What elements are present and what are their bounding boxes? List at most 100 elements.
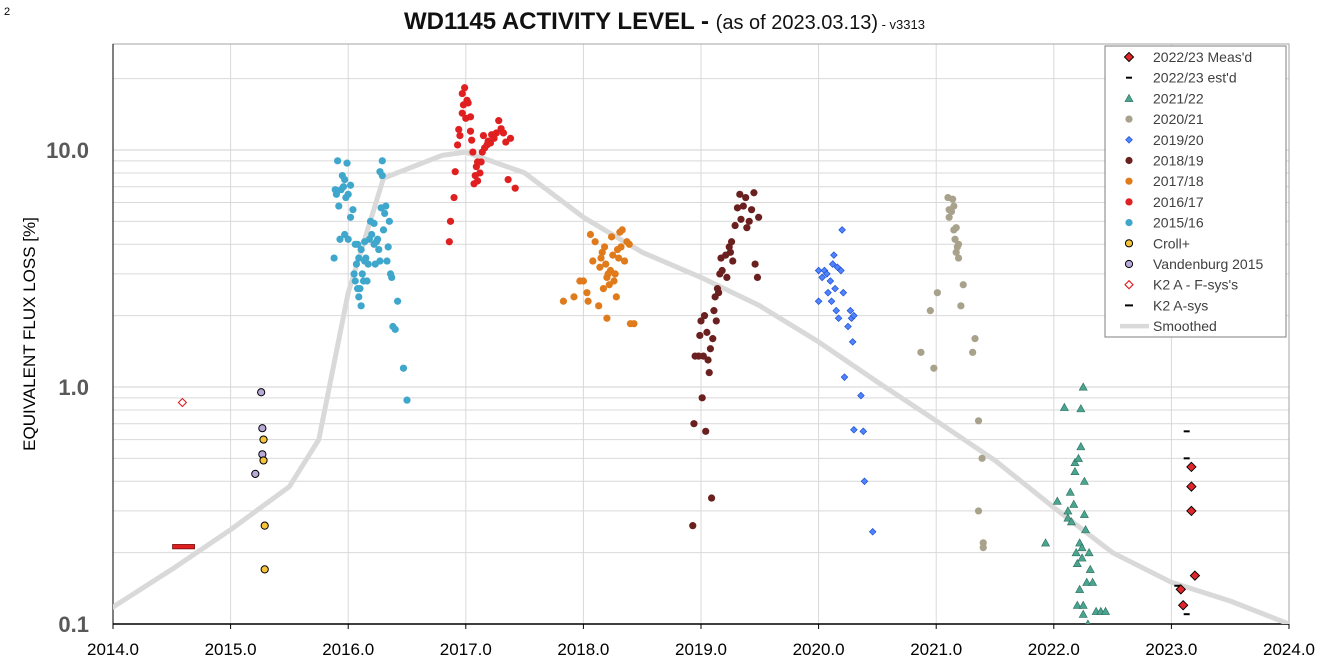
data-point — [351, 277, 359, 285]
data-point — [177, 397, 188, 408]
data-point — [814, 266, 823, 275]
data-point — [612, 293, 620, 301]
data-point — [466, 127, 475, 135]
data-point — [826, 277, 835, 285]
chart-title-main: WD1145 ACTIVITY LEVEL — [404, 8, 695, 35]
x-tick-label: 2024.0 — [1263, 640, 1315, 659]
x-tick-label: 2020.0 — [793, 640, 845, 659]
data-point — [617, 243, 625, 251]
data-point — [591, 238, 599, 246]
data-point — [579, 277, 588, 285]
data-point — [468, 136, 476, 144]
data-point — [755, 213, 763, 221]
data-point — [490, 134, 498, 142]
legend-swatch — [1125, 156, 1133, 165]
legend-label: 2021/22 — [1153, 90, 1204, 106]
data-point — [974, 417, 983, 425]
data-point — [1070, 466, 1080, 475]
data-point — [700, 312, 709, 320]
data-point — [1085, 619, 1091, 624]
data-point — [814, 297, 823, 306]
data-point — [1189, 570, 1201, 581]
x-tick-label: 2015.0 — [205, 640, 257, 659]
legend-swatch — [1125, 115, 1133, 123]
x-tick-label: 2016.0 — [322, 640, 374, 659]
legend-label: Croll+ — [1153, 235, 1190, 251]
data-point — [336, 235, 344, 243]
y-tick-label: 1.0 — [58, 375, 89, 400]
legend-swatch — [1125, 219, 1133, 227]
x-tick-label: 2014.0 — [87, 640, 139, 659]
data-point — [832, 306, 841, 315]
x-tick-label: 2023.0 — [1145, 640, 1197, 659]
data-point — [586, 230, 595, 239]
legend-label: Vandenburg 2015 — [1153, 256, 1263, 272]
legend-label: 2017/18 — [1153, 173, 1204, 189]
legend-label: 2019/20 — [1153, 132, 1204, 148]
series-7 — [445, 84, 519, 246]
data-point — [715, 289, 723, 297]
data-point — [743, 224, 751, 232]
y-axis-label: EQUIVALENT FLUX LOSS [%] — [20, 217, 39, 451]
data-point — [1078, 600, 1088, 609]
data-point — [363, 277, 371, 285]
data-point — [477, 158, 485, 166]
data-point — [399, 364, 408, 372]
x-tick-labels: 2014.0 2015.0 2016.0 2017.0 2018.0 2019.0 2020… — [87, 624, 1315, 659]
series-12 — [172, 544, 195, 550]
data-point — [742, 193, 750, 202]
data-point — [1088, 577, 1098, 586]
page-marker: 2 — [4, 6, 11, 18]
data-point — [1186, 481, 1197, 492]
data-point — [1076, 404, 1086, 413]
data-point — [492, 129, 500, 137]
data-point — [446, 217, 455, 225]
data-point — [357, 245, 365, 254]
data-point — [456, 131, 464, 140]
legend-swatch — [1125, 136, 1133, 144]
data-point — [559, 297, 568, 305]
data-point — [837, 266, 845, 275]
data-point — [736, 190, 744, 198]
data-point — [589, 257, 597, 265]
data-point — [1078, 382, 1088, 391]
data-point — [260, 521, 269, 530]
series-4 — [814, 226, 877, 536]
data-point — [352, 260, 361, 268]
data-point — [1082, 577, 1092, 586]
data-point — [733, 204, 742, 212]
data-point — [1052, 496, 1062, 505]
data-point — [1186, 505, 1197, 517]
x-tick-label: 2021.0 — [910, 640, 962, 659]
data-point — [1077, 543, 1087, 552]
data-point — [747, 206, 756, 214]
data-point — [696, 331, 704, 340]
legend-swatch — [1124, 93, 1134, 102]
data-point — [466, 113, 475, 121]
data-point — [450, 193, 458, 202]
data-point — [737, 215, 745, 223]
data-point — [260, 565, 269, 574]
data-point — [597, 254, 605, 262]
data-point — [1063, 513, 1073, 522]
data-point — [1073, 453, 1084, 462]
data-point — [511, 184, 519, 192]
data-point — [1079, 509, 1089, 518]
data-point — [954, 254, 963, 262]
data-point — [600, 243, 609, 251]
data-point — [625, 240, 633, 248]
data-point — [615, 254, 623, 262]
data-point — [750, 189, 758, 197]
data-point — [818, 273, 826, 282]
data-point — [473, 177, 482, 185]
data-point — [1081, 525, 1091, 534]
data-point — [1077, 553, 1087, 562]
data-point — [709, 335, 717, 343]
data-point — [727, 238, 736, 246]
data-point — [1186, 461, 1197, 473]
data-point — [350, 270, 358, 278]
data-point — [596, 263, 604, 271]
data-point — [445, 238, 453, 246]
data-point — [1071, 548, 1081, 557]
data-point — [611, 270, 619, 278]
